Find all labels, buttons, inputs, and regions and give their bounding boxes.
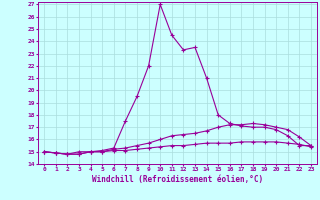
X-axis label: Windchill (Refroidissement éolien,°C): Windchill (Refroidissement éolien,°C)	[92, 175, 263, 184]
